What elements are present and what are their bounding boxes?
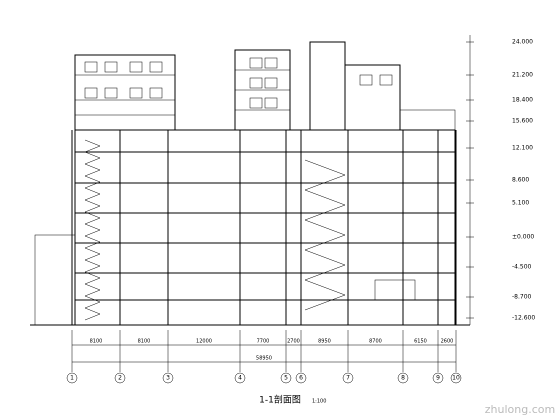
dimension-label: 8100 [138, 339, 151, 345]
window [379, 74, 393, 86]
stair [84, 259, 101, 273]
axis-label: 2 [118, 375, 122, 382]
window [129, 61, 143, 73]
elevation-label: -12.600 [512, 315, 535, 322]
axis-bubble [432, 372, 444, 384]
elevation-label: 18.400 [512, 97, 533, 104]
stair [84, 295, 101, 309]
stair [84, 175, 101, 189]
dimension-label: 8100 [90, 339, 103, 345]
axis-bubble [114, 372, 126, 384]
stair [84, 235, 101, 249]
stair [304, 249, 346, 281]
drawing-scale: 1:100 [312, 399, 326, 405]
window [84, 87, 98, 99]
stair [304, 279, 346, 311]
window [149, 87, 163, 99]
elevation-label: 12.100 [512, 145, 533, 152]
window [264, 97, 278, 109]
axis-label: 1 [70, 375, 74, 382]
stair [304, 219, 346, 251]
stair [84, 163, 101, 177]
main-building [34, 129, 456, 326]
window [249, 77, 263, 89]
axis-bubble [295, 372, 307, 384]
window [104, 87, 118, 99]
axis-bubble [234, 372, 246, 384]
axis-bubble [342, 372, 354, 384]
elevation-label: 15.600 [512, 118, 533, 125]
axis-label: 4 [238, 375, 242, 382]
window [264, 57, 278, 69]
dimension-label: 2600 [441, 339, 454, 345]
elevation-label: -8.700 [512, 294, 532, 301]
stair [304, 189, 346, 221]
stair [84, 211, 101, 225]
axis-label: 3 [166, 375, 170, 382]
total-dimension: 58950 [256, 356, 272, 362]
stair [84, 139, 101, 153]
dimension-label: 2700 [287, 339, 300, 345]
axis-label: 7 [346, 375, 350, 382]
axis-bubble [450, 372, 462, 384]
axis-bubble [162, 372, 174, 384]
watermark: zhulong.com [485, 403, 555, 416]
stair [84, 187, 101, 201]
axis-label: 5 [284, 375, 288, 382]
dimension-label: 6150 [414, 339, 427, 345]
window [129, 87, 143, 99]
axis-bubble [397, 372, 409, 384]
stair [84, 307, 101, 321]
stair [84, 283, 101, 297]
stair [84, 247, 101, 261]
window [264, 77, 278, 89]
axis-label: 6 [299, 375, 303, 382]
elevation-label: 24.000 [512, 39, 533, 46]
dimension-label: 7700 [257, 339, 270, 345]
window [359, 74, 373, 86]
window [84, 61, 98, 73]
dimension-label: 8950 [318, 339, 331, 345]
axis-bubble [280, 372, 292, 384]
axis-label: 10 [452, 375, 460, 382]
elevation-label: -4.500 [512, 264, 532, 271]
elevation-label: 21.200 [512, 72, 533, 79]
dimension-label: 12000 [196, 339, 212, 345]
dimension-label: 8700 [369, 339, 382, 345]
stair [304, 159, 346, 191]
drawing-title: 1-1剖面图 [259, 394, 301, 406]
stair [84, 199, 101, 213]
stair [84, 223, 101, 237]
elevation-label: ±0.000 [512, 234, 534, 241]
elevation-label: 5.100 [512, 200, 529, 207]
window [249, 97, 263, 109]
elevation-label: 8.600 [512, 177, 529, 184]
axis-bubble [66, 372, 78, 384]
window [249, 57, 263, 69]
window [104, 61, 118, 73]
stair [84, 271, 101, 285]
axis-label: 9 [436, 375, 440, 382]
axis-label: 8 [401, 375, 405, 382]
stair [84, 151, 101, 165]
window [149, 61, 163, 73]
